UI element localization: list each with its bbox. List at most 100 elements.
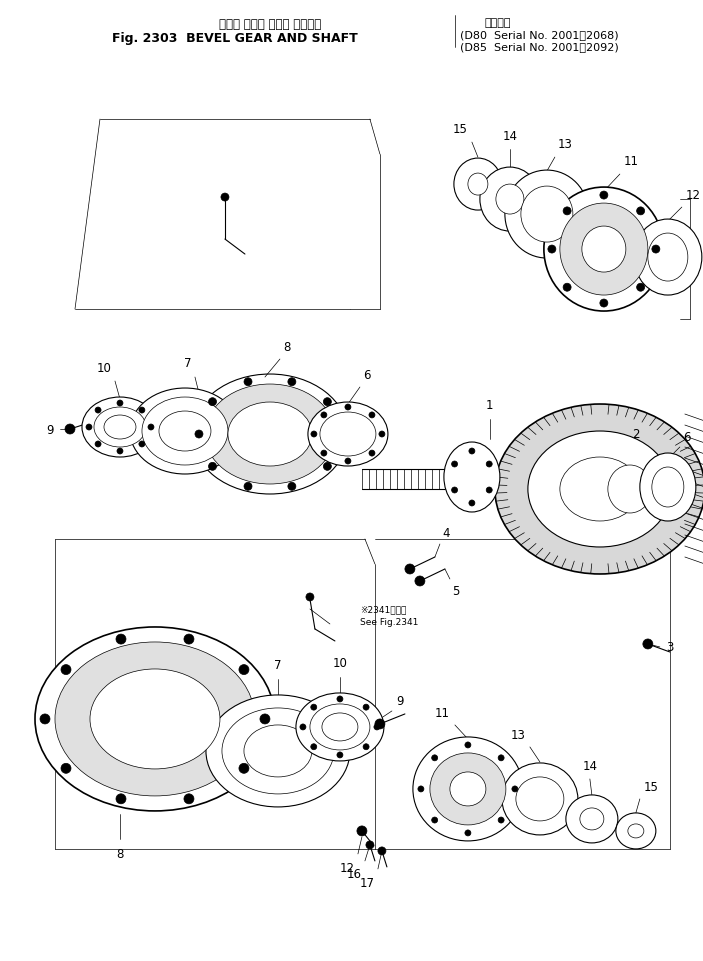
- Circle shape: [337, 752, 343, 758]
- Circle shape: [117, 449, 123, 455]
- Text: 4: 4: [442, 527, 449, 539]
- Circle shape: [288, 379, 296, 386]
- Text: 3: 3: [666, 641, 673, 653]
- Circle shape: [244, 379, 252, 386]
- Text: ※2341関参照: ※2341関参照: [360, 604, 406, 613]
- Circle shape: [61, 764, 71, 774]
- Circle shape: [548, 246, 556, 254]
- Ellipse shape: [634, 220, 702, 296]
- Circle shape: [378, 847, 386, 855]
- Circle shape: [184, 794, 194, 804]
- Circle shape: [369, 412, 375, 418]
- Text: 10: 10: [97, 361, 112, 375]
- Ellipse shape: [55, 642, 255, 796]
- Ellipse shape: [35, 628, 275, 811]
- Circle shape: [86, 425, 92, 431]
- Text: 13: 13: [511, 728, 526, 741]
- Ellipse shape: [104, 415, 136, 439]
- Text: 適用号機: 適用号機: [485, 18, 511, 28]
- Ellipse shape: [582, 227, 626, 273]
- Circle shape: [337, 696, 343, 702]
- Ellipse shape: [454, 159, 502, 210]
- Circle shape: [465, 830, 471, 836]
- Circle shape: [486, 487, 492, 494]
- Circle shape: [469, 449, 475, 455]
- Circle shape: [418, 786, 424, 792]
- Text: 15: 15: [453, 123, 468, 136]
- Circle shape: [375, 719, 385, 729]
- Ellipse shape: [142, 398, 228, 465]
- Circle shape: [432, 817, 438, 824]
- Circle shape: [465, 742, 471, 749]
- Ellipse shape: [444, 443, 500, 512]
- Circle shape: [600, 300, 608, 308]
- Circle shape: [239, 764, 249, 774]
- Text: 7: 7: [184, 357, 192, 370]
- Ellipse shape: [296, 693, 384, 761]
- Circle shape: [432, 755, 438, 761]
- Ellipse shape: [82, 398, 158, 457]
- Circle shape: [117, 401, 123, 407]
- Ellipse shape: [320, 412, 376, 456]
- Circle shape: [415, 577, 425, 586]
- Circle shape: [600, 192, 608, 200]
- Ellipse shape: [468, 174, 488, 196]
- Circle shape: [321, 412, 327, 418]
- Text: 1: 1: [486, 399, 494, 411]
- Text: 14: 14: [582, 759, 598, 772]
- Ellipse shape: [206, 695, 350, 807]
- Ellipse shape: [566, 795, 618, 843]
- Text: (D80  Serial No. 2001～2068): (D80 Serial No. 2001～2068): [460, 30, 619, 40]
- Circle shape: [148, 425, 154, 431]
- Text: 17: 17: [360, 876, 375, 889]
- Text: 12: 12: [686, 189, 701, 202]
- Circle shape: [486, 461, 492, 467]
- Ellipse shape: [450, 772, 486, 806]
- Text: (D85  Serial No. 2001～2092): (D85 Serial No. 2001～2092): [460, 42, 619, 52]
- Circle shape: [40, 714, 50, 725]
- Ellipse shape: [228, 403, 312, 466]
- Ellipse shape: [192, 375, 348, 495]
- Circle shape: [345, 458, 351, 464]
- Text: Fig. 2303  BEVEL GEAR AND SHAFT: Fig. 2303 BEVEL GEAR AND SHAFT: [112, 32, 358, 45]
- Circle shape: [363, 744, 369, 750]
- Circle shape: [366, 841, 374, 849]
- Circle shape: [563, 283, 571, 292]
- Circle shape: [357, 826, 367, 836]
- Text: 2: 2: [632, 427, 639, 440]
- Text: 8: 8: [116, 847, 124, 860]
- Circle shape: [345, 405, 351, 410]
- Ellipse shape: [652, 467, 684, 507]
- Ellipse shape: [496, 185, 524, 215]
- Ellipse shape: [430, 753, 506, 825]
- Ellipse shape: [648, 234, 688, 282]
- Circle shape: [139, 441, 145, 448]
- Circle shape: [311, 704, 317, 710]
- Ellipse shape: [205, 384, 335, 484]
- Ellipse shape: [308, 403, 388, 466]
- Circle shape: [498, 755, 504, 761]
- Text: 5: 5: [452, 584, 459, 598]
- Circle shape: [221, 194, 229, 202]
- Text: 16: 16: [347, 867, 362, 880]
- Circle shape: [195, 431, 203, 438]
- Ellipse shape: [616, 813, 656, 849]
- Ellipse shape: [544, 187, 664, 311]
- Circle shape: [239, 665, 249, 675]
- Text: 11: 11: [624, 155, 639, 168]
- Ellipse shape: [560, 204, 648, 296]
- Text: 6: 6: [363, 369, 370, 382]
- Text: 6: 6: [683, 431, 690, 444]
- Circle shape: [209, 463, 217, 471]
- Ellipse shape: [628, 825, 644, 838]
- Ellipse shape: [640, 454, 696, 522]
- Circle shape: [300, 725, 306, 730]
- Circle shape: [61, 665, 71, 675]
- Circle shape: [209, 398, 217, 407]
- Circle shape: [369, 451, 375, 456]
- Text: 9: 9: [46, 423, 54, 436]
- Circle shape: [323, 398, 331, 407]
- Ellipse shape: [521, 186, 573, 243]
- Ellipse shape: [222, 708, 334, 794]
- Circle shape: [95, 407, 101, 413]
